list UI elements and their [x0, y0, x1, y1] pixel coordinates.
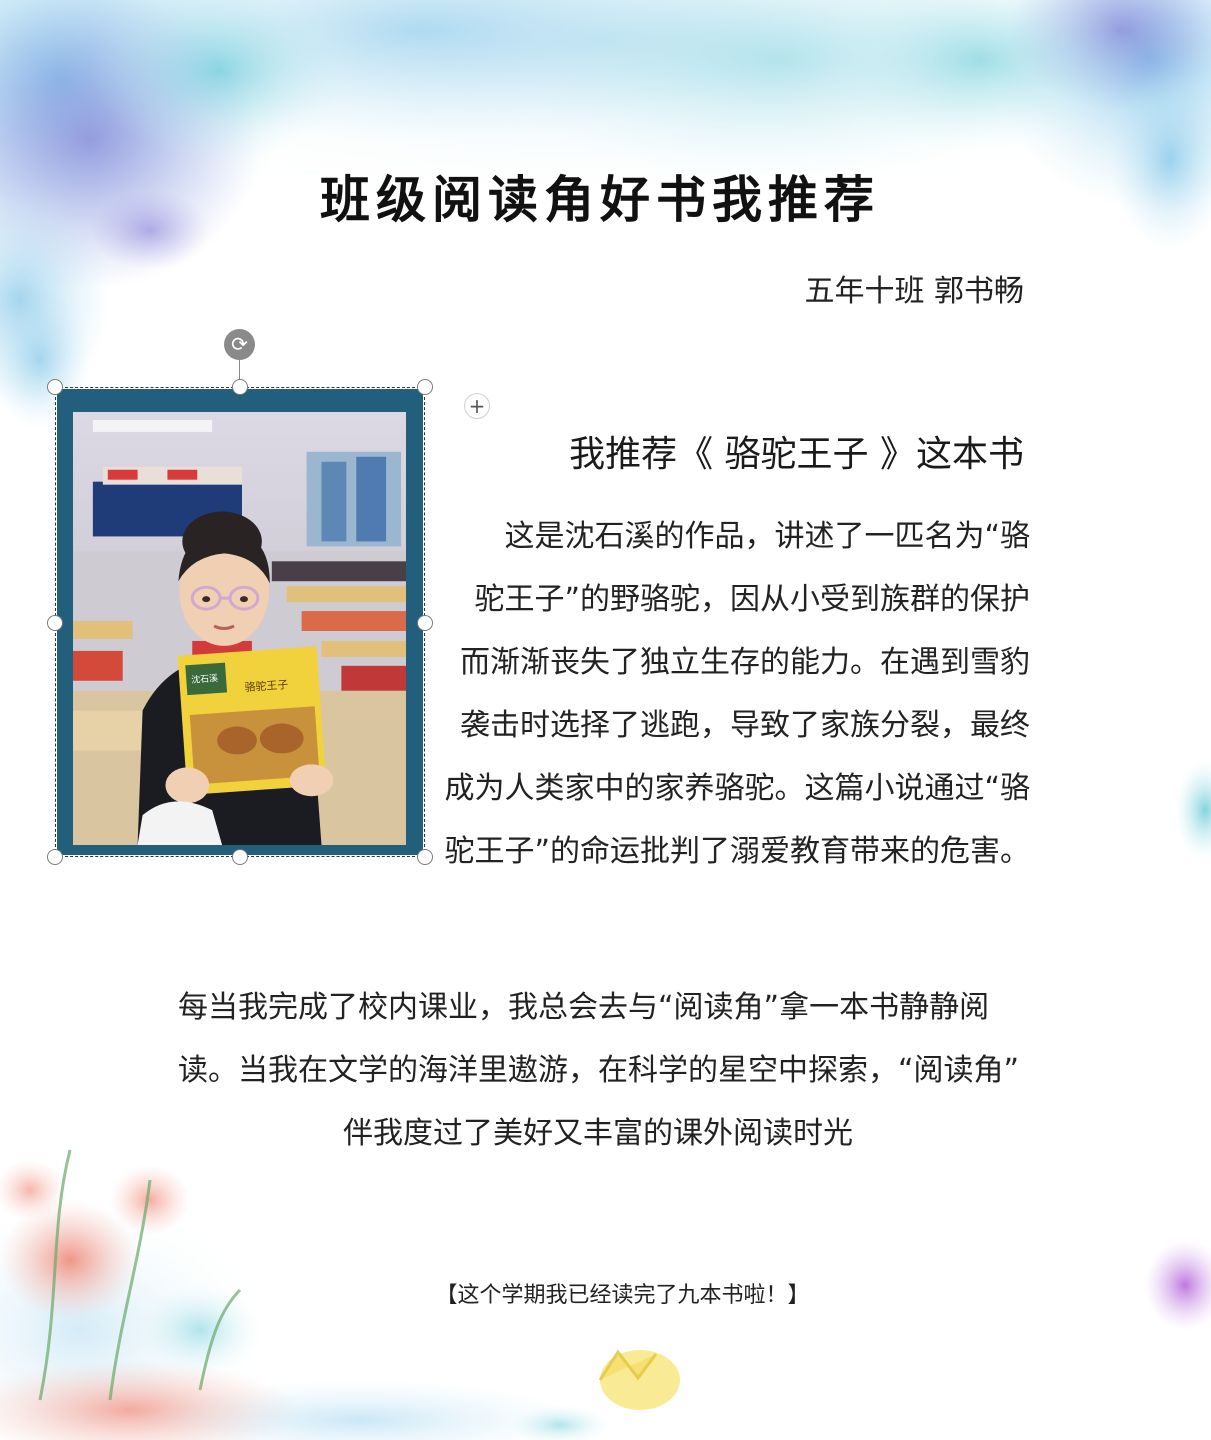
image-border: 骆驼王子 沈石溪: [57, 389, 423, 855]
paragraph-line: 伴我度过了美好又丰富的课外阅读时光: [343, 1116, 853, 1151]
paragraph-line: 每当我完成了校内课业，我总会去与“阅读角”拿一本书静静阅: [178, 990, 990, 1025]
resize-handle-top[interactable]: [232, 379, 248, 395]
svg-text:骆驼王子: 骆驼王子: [244, 677, 289, 694]
plus-icon[interactable]: +: [464, 393, 490, 419]
paragraph-line: 驼王子”的命运批判了溺爱教育带来的危害。: [444, 834, 1030, 869]
reading-corner-paragraph: 每当我完成了校内课业，我总会去与“阅读角”拿一本书静静阅 读。当我在文学的海洋里…: [178, 976, 1028, 1165]
resize-handle-bottom[interactable]: [232, 849, 248, 865]
page-title: 班级阅读角好书我推荐: [320, 170, 880, 229]
author-line: 五年十班 郭书畅: [804, 274, 1024, 309]
paragraph-line: 这是沈石溪的作品，讲述了一匹名为“骆: [504, 519, 1030, 554]
resize-handle-top-right[interactable]: [417, 379, 433, 395]
footer-note: 【这个学期我已经读完了九本书啦！】: [435, 1283, 810, 1308]
resize-handle-left[interactable]: [47, 615, 63, 631]
paragraph-line: 驼王子”的野骆驼，因从小受到族群的保护: [474, 582, 1030, 617]
selected-image[interactable]: 骆驼王子 沈石溪: [55, 387, 425, 857]
resize-handle-bottom-left[interactable]: [47, 849, 63, 865]
student-photo: 骆驼王子 沈石溪: [73, 412, 406, 845]
recommendation-paragraph: 这是沈石溪的作品，讲述了一匹名为“骆 驼王子”的野骆驼，因从小受到族群的保护 而…: [420, 505, 1030, 883]
resize-handle-bottom-right[interactable]: [417, 849, 433, 865]
resize-handle-right[interactable]: [417, 615, 433, 631]
paragraph-line: 袭击时选择了逃跑，导致了家族分裂，最终: [460, 708, 1030, 743]
paragraph-line: 成为人类家中的家养骆驼。这篇小说通过“骆: [444, 771, 1030, 806]
recommendation-heading: 我推荐《 骆驼王子 》这本书: [569, 434, 1024, 475]
paragraph-line: 而渐渐丧失了独立生存的能力。在遇到雪豹: [460, 645, 1030, 680]
book-cover: 骆驼王子 沈石溪: [177, 646, 327, 795]
resize-handle-top-left[interactable]: [47, 379, 63, 395]
rotate-icon[interactable]: ⟳: [224, 329, 255, 360]
rotate-connector: [239, 357, 240, 383]
svg-text:沈石溪: 沈石溪: [191, 672, 219, 686]
paragraph-line: 读。当我在文学的海洋里遨游，在科学的星空中探索，“阅读角”: [178, 1053, 1020, 1088]
